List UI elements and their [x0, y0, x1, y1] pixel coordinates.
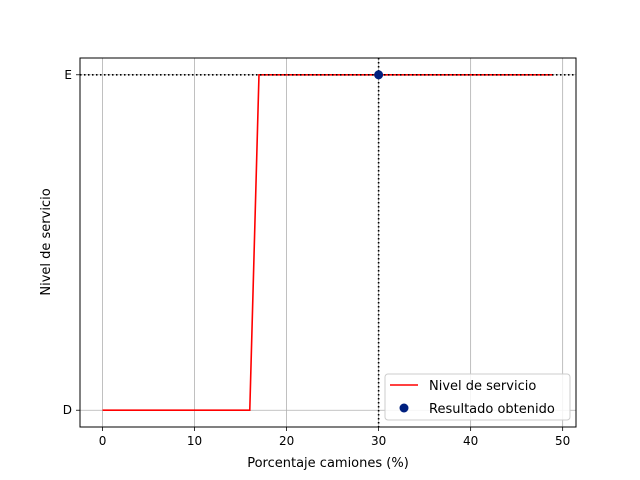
x-tick-label: 10 [187, 434, 202, 448]
x-tick-label: 0 [99, 434, 107, 448]
x-tick-label: 40 [463, 434, 478, 448]
x-axis-label: Porcentaje camiones (%) [247, 456, 409, 471]
x-axis-ticks: 0 10 20 30 40 50 [99, 427, 570, 448]
y-tick-label: E [64, 68, 72, 82]
x-tick-label: 30 [371, 434, 386, 448]
legend-box [384, 373, 571, 421]
scatter-point-resultado [374, 70, 384, 80]
legend-label-line: Nivel de servicio [429, 379, 536, 394]
legend: Nivel de servicio Resultado obtenido [384, 373, 571, 421]
plot-area [102, 73, 554, 412]
y-axis-label: Nivel de servicio [39, 188, 54, 295]
y-axis-ticks: DE [63, 68, 80, 417]
x-tick-label: 20 [279, 434, 294, 448]
axes-frame [79, 57, 577, 428]
legend-marker-swatch [399, 403, 409, 413]
reference-lines [80, 58, 576, 427]
scatter-points [374, 70, 384, 80]
x-tick-label: 50 [555, 434, 570, 448]
y-tick-label: D [63, 403, 72, 417]
legend-label-scatter: Resultado obtenido [429, 402, 555, 417]
series-line-nivel-de-servicio [102, 73, 554, 412]
